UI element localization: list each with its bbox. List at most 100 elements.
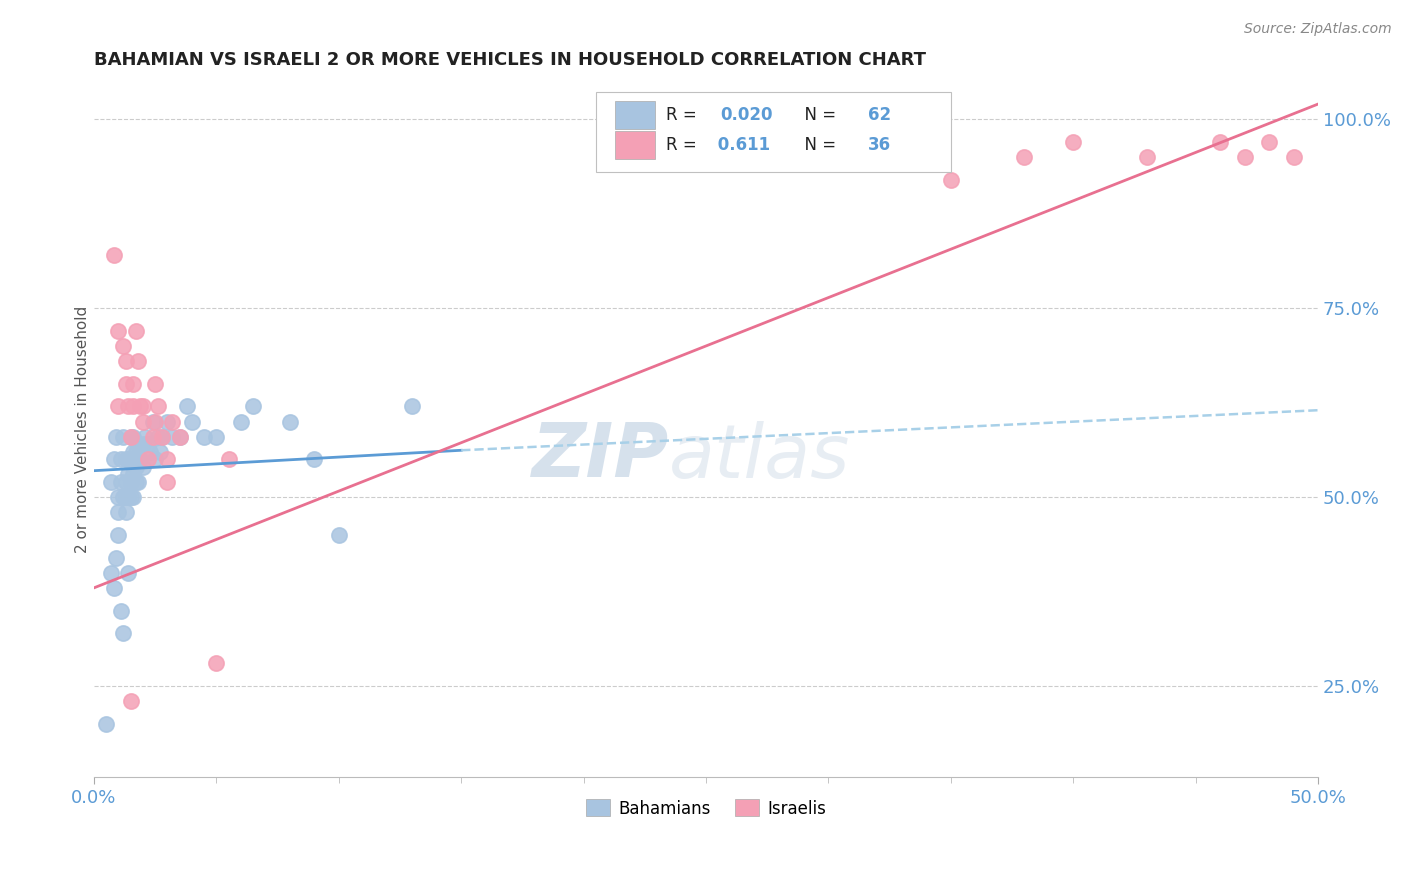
Point	[117, 452, 139, 467]
Point	[1282, 150, 1305, 164]
Point	[136, 437, 159, 451]
Text: 62: 62	[868, 106, 891, 124]
Point	[129, 452, 152, 467]
Point	[117, 566, 139, 580]
Point	[939, 172, 962, 186]
Point	[104, 550, 127, 565]
Point	[114, 490, 136, 504]
Point	[124, 459, 146, 474]
Point	[122, 376, 145, 391]
Point	[218, 452, 240, 467]
Point	[304, 452, 326, 467]
Point	[117, 467, 139, 482]
Point	[169, 430, 191, 444]
Point	[205, 657, 228, 671]
Point	[193, 430, 215, 444]
Point	[127, 354, 149, 368]
Point	[122, 490, 145, 504]
Text: BAHAMIAN VS ISRAELI 2 OR MORE VEHICLES IN HOUSEHOLD CORRELATION CHART: BAHAMIAN VS ISRAELI 2 OR MORE VEHICLES I…	[94, 51, 927, 69]
Point	[1136, 150, 1159, 164]
Point	[120, 452, 142, 467]
Point	[132, 415, 155, 429]
Point	[401, 400, 423, 414]
Text: atlas: atlas	[669, 421, 851, 493]
Point	[132, 459, 155, 474]
Point	[122, 400, 145, 414]
Point	[114, 354, 136, 368]
Text: 36: 36	[868, 136, 891, 153]
Text: 0.611: 0.611	[713, 136, 770, 153]
FancyBboxPatch shape	[596, 92, 950, 172]
Point	[120, 490, 142, 504]
Point	[112, 430, 135, 444]
Point	[107, 505, 129, 519]
Point	[136, 452, 159, 467]
Text: N =: N =	[794, 106, 842, 124]
Point	[1014, 150, 1036, 164]
Point	[1233, 150, 1256, 164]
Point	[1062, 135, 1084, 149]
Point	[127, 437, 149, 451]
Point	[122, 467, 145, 482]
Point	[142, 430, 165, 444]
Point	[114, 452, 136, 467]
FancyBboxPatch shape	[616, 101, 655, 128]
Point	[122, 444, 145, 458]
Point	[117, 400, 139, 414]
Point	[96, 717, 118, 731]
Point	[110, 603, 132, 617]
Point	[156, 415, 179, 429]
Point	[127, 452, 149, 467]
Point	[156, 475, 179, 489]
Point	[149, 444, 172, 458]
Point	[114, 505, 136, 519]
Point	[143, 452, 166, 467]
Point	[242, 400, 264, 414]
Point	[112, 490, 135, 504]
Point	[104, 430, 127, 444]
Point	[120, 430, 142, 444]
Point	[100, 566, 122, 580]
Point	[107, 324, 129, 338]
Point	[134, 430, 156, 444]
Point	[103, 452, 125, 467]
Point	[180, 415, 202, 429]
Point	[110, 452, 132, 467]
Point	[278, 415, 301, 429]
Point	[229, 415, 252, 429]
Point	[122, 430, 145, 444]
Text: N =: N =	[794, 136, 842, 153]
Point	[107, 490, 129, 504]
Text: R =: R =	[665, 136, 702, 153]
Point	[110, 475, 132, 489]
Point	[120, 430, 142, 444]
Point	[124, 475, 146, 489]
Point	[139, 444, 162, 458]
Point	[103, 581, 125, 595]
Point	[114, 376, 136, 391]
Point	[132, 400, 155, 414]
Point	[112, 339, 135, 353]
Point	[328, 528, 350, 542]
Point	[162, 415, 184, 429]
Point	[143, 415, 166, 429]
Legend: Bahamians, Israelis: Bahamians, Israelis	[579, 793, 832, 824]
Point	[146, 400, 169, 414]
Point	[103, 248, 125, 262]
Point	[107, 400, 129, 414]
Point	[129, 400, 152, 414]
Point	[169, 430, 191, 444]
Point	[114, 475, 136, 489]
Point	[156, 452, 179, 467]
Point	[127, 475, 149, 489]
Point	[120, 694, 142, 708]
Point	[124, 444, 146, 458]
Text: R =: R =	[665, 106, 702, 124]
Point	[146, 430, 169, 444]
Point	[117, 490, 139, 504]
Point	[152, 430, 174, 444]
Point	[143, 376, 166, 391]
Point	[107, 528, 129, 542]
Point	[1209, 135, 1232, 149]
Point	[120, 475, 142, 489]
